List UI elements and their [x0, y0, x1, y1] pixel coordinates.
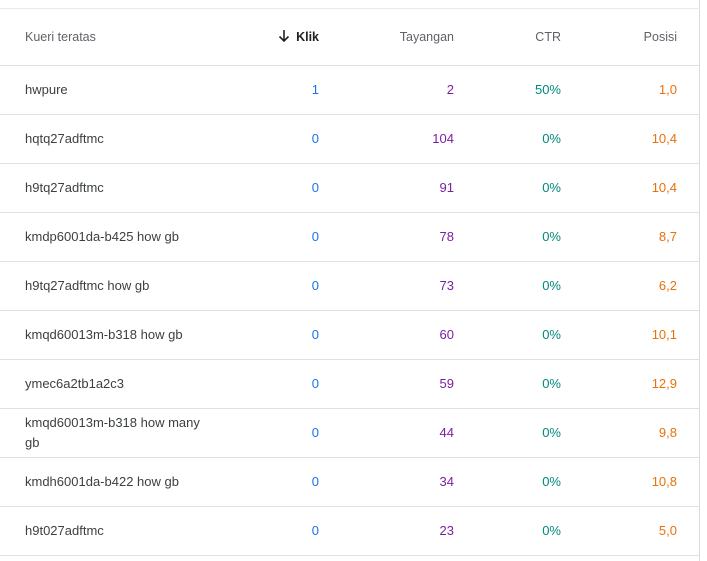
clicks-cell: 0 [311, 131, 319, 146]
table-row[interactable]: h9t027adftmc 0 23 0% 5,0 [0, 506, 700, 555]
query-cell: h9tq27adftmc [25, 179, 104, 195]
position-cell: 1,0 [658, 82, 677, 97]
clicks-cell: 0 [311, 327, 319, 342]
impressions-cell: 44 [439, 425, 454, 440]
ctr-cell: 0% [542, 229, 561, 244]
impressions-cell: 78 [439, 229, 454, 244]
position-cell: 10,8 [651, 474, 677, 489]
impressions-cell: 91 [439, 180, 454, 195]
query-cell: h9tq27adftmc how gb [25, 277, 150, 293]
ctr-cell: 0% [542, 425, 561, 440]
ctr-cell: 0% [542, 180, 561, 195]
position-cell: 8,7 [658, 229, 677, 244]
query-cell: ymec6a2tb1a2c3 [25, 375, 125, 391]
table-row[interactable]: h9tq27adftmc how gb 0 73 0% 6,2 [0, 261, 700, 310]
table-header-row: Kueri teratas Klik Tayangan CTR [0, 9, 700, 65]
column-header-ctr[interactable]: CTR [535, 29, 561, 44]
query-cell: kmqd60013m-b318 how gb [25, 326, 183, 342]
table-row[interactable]: ymec6a2tb1a2c3 0 59 0% 12,9 [0, 359, 700, 408]
table-row[interactable]: kmdp6001da-b425 how gb 0 78 0% 8,7 [0, 212, 700, 261]
clicks-cell: 0 [311, 376, 319, 391]
ctr-cell: 0% [542, 131, 561, 146]
ctr-cell: 0% [542, 376, 561, 391]
column-header-query[interactable]: Kueri teratas [25, 29, 96, 44]
clicks-cell: 0 [311, 278, 319, 293]
clicks-cell: 0 [311, 474, 319, 489]
query-cell: kmdh6001da-b422 how gb [25, 473, 179, 489]
impressions-cell: 23 [439, 523, 454, 538]
impressions-cell: 73 [439, 278, 454, 293]
query-cell: h9t027adftmc [25, 522, 104, 538]
impressions-cell: 2 [446, 82, 454, 97]
clicks-cell: 0 [311, 523, 319, 538]
position-cell: 10,4 [651, 180, 677, 195]
table-row[interactable]: hqtq27adftmc 0 104 0% 10,4 [0, 114, 700, 163]
table-row[interactable]: kmqd60013m-b318 how many gb 0 44 0% 9,8 [0, 408, 700, 457]
query-cell: hwpure [25, 81, 68, 97]
clicks-cell: 0 [311, 425, 319, 440]
position-cell: 5,0 [658, 523, 677, 538]
ctr-cell: 0% [542, 523, 561, 538]
column-header-clicks[interactable]: Klik [250, 9, 319, 65]
ctr-cell: 0% [542, 474, 561, 489]
column-header-impressions[interactable]: Tayangan [399, 29, 454, 44]
ctr-cell: 0% [542, 327, 561, 342]
ctr-cell: 50% [534, 82, 561, 97]
impressions-cell: 59 [439, 376, 454, 391]
impressions-cell: 60 [439, 327, 454, 342]
query-cell: hqtq27adftmc [25, 130, 104, 146]
impressions-cell: 34 [439, 474, 454, 489]
position-cell: 10,4 [651, 131, 677, 146]
table-row[interactable]: hwpure 1 2 50% 1,0 [0, 65, 700, 114]
column-header-position[interactable]: Posisi [643, 29, 677, 44]
table-row[interactable]: h9tq27adftmc 0 91 0% 10,4 [0, 163, 700, 212]
ctr-cell: 0% [542, 278, 561, 293]
clicks-cell: 0 [311, 180, 319, 195]
clicks-cell: 1 [311, 82, 319, 97]
table-row[interactable]: kmdh6001da-b422 how gb 0 34 0% 10,8 [0, 457, 700, 506]
position-cell: 12,9 [651, 376, 677, 391]
arrow-down-icon [278, 29, 290, 43]
query-cell: kmdp6001da-b425 how gb [25, 228, 179, 244]
table-row[interactable]: kmqd60013m-b318 how gb 0 60 0% 10,1 [0, 310, 700, 359]
position-cell: 9,8 [658, 425, 677, 440]
queries-table: Kueri teratas Klik Tayangan CTR [0, 9, 700, 556]
impressions-cell: 104 [432, 131, 454, 146]
clicks-cell: 0 [311, 229, 319, 244]
divider [0, 8, 700, 9]
position-cell: 10,1 [651, 327, 677, 342]
position-cell: 6,2 [658, 278, 677, 293]
query-cell: kmqd60013m-b318 how many gb [25, 414, 200, 450]
